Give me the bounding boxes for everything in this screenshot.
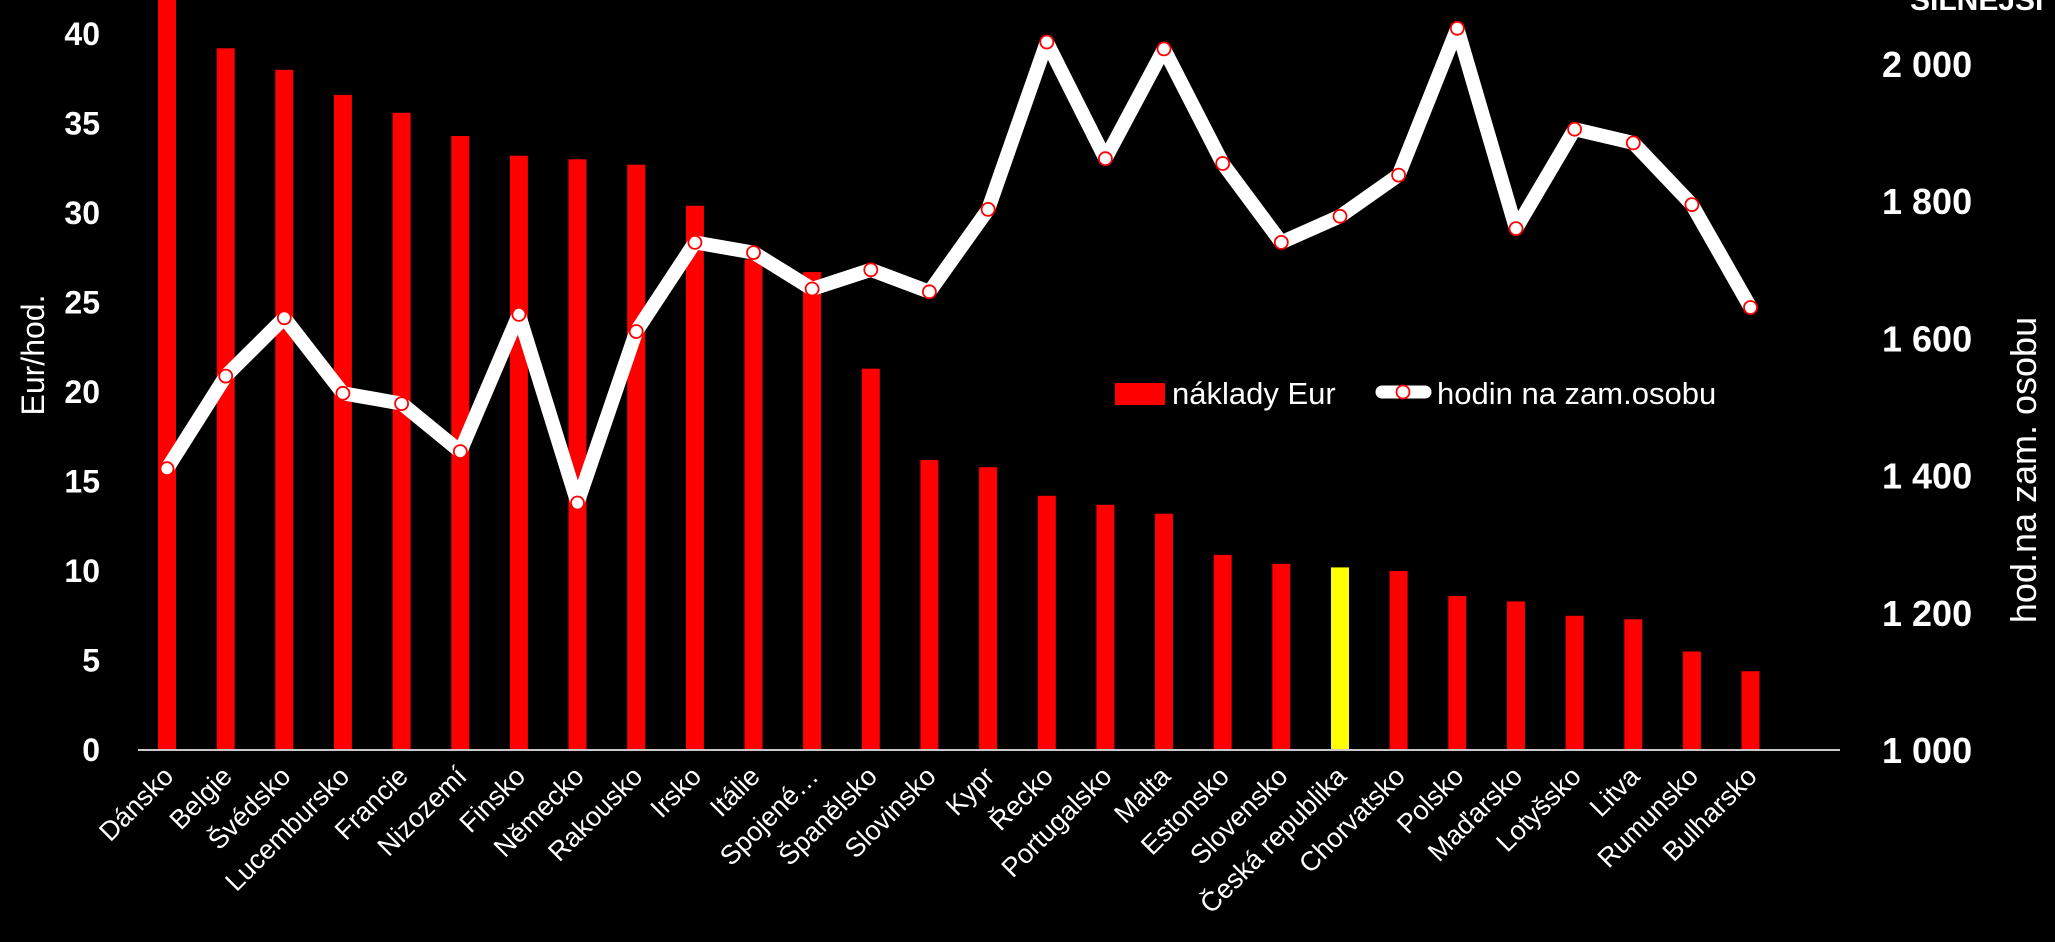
line-point-8: [570, 495, 585, 511]
line-point-18: [1156, 41, 1172, 57]
line-series: [159, 20, 1758, 511]
bar-12: [803, 272, 822, 750]
line-point-21: [1332, 208, 1348, 224]
right-tick-label: 1 800: [1882, 181, 1972, 222]
legend-bar-swatch: [1115, 383, 1165, 405]
line-point-2: [218, 368, 234, 384]
line-point-5: [394, 396, 410, 412]
right-tick-label: 1 000: [1882, 730, 1972, 771]
line-point-11: [746, 245, 761, 261]
line-point-15: [980, 201, 996, 217]
bar-9: [627, 164, 646, 750]
left-tick-label: 5: [82, 643, 100, 679]
bar-11: [744, 259, 763, 750]
line-point-27: [1684, 197, 1700, 213]
bar-15: [979, 467, 998, 750]
line-point-19: [1215, 156, 1231, 171]
bar-8: [568, 159, 587, 751]
bar-series: [158, 0, 1760, 751]
category-labels: DánskoBelgieŠvédskoLucemburskoFrancieNiz…: [93, 760, 1762, 920]
bar-14: [920, 460, 939, 750]
bar-2: [216, 48, 235, 751]
bar-24: [1507, 601, 1525, 750]
line-point-1: [159, 461, 175, 477]
bar-23: [1448, 596, 1467, 750]
line-point-26: [1625, 135, 1641, 151]
legend-line-marker: [1395, 384, 1411, 400]
left-tick-label: 40: [64, 16, 100, 52]
bar-21: [1331, 567, 1349, 750]
left-tick-label: 35: [64, 106, 100, 142]
legend-bar-label: náklady Eur: [1172, 376, 1336, 411]
right-tick-label: 1 200: [1882, 593, 1972, 634]
legend: náklady Eur hodin na zam.osobu: [1115, 376, 1716, 411]
right-tick-label: 1 400: [1882, 456, 1972, 497]
bar-1: [158, 0, 176, 750]
line-point-10: [687, 234, 703, 250]
bar-22: [1389, 571, 1408, 750]
category-label: Irsko: [645, 761, 708, 824]
line-point-22: [1391, 167, 1406, 183]
bar-5: [392, 112, 411, 751]
right-tick-label: 2 000: [1882, 44, 1972, 85]
left-tick-label: 0: [82, 732, 100, 768]
right-tick-label: 1 600: [1882, 318, 1972, 359]
legend-line-label: hodin na zam.osobu: [1437, 376, 1716, 411]
line-point-17: [1098, 151, 1113, 167]
line-point-4: [335, 385, 351, 401]
line-point-12: [804, 281, 820, 297]
series-line: [160, 21, 1758, 510]
bar-27: [1682, 651, 1701, 750]
line-point-16: [1039, 34, 1055, 50]
line-point-6: [452, 444, 468, 460]
bar-26: [1624, 619, 1643, 750]
bar-10: [685, 205, 704, 751]
line-point-24: [1508, 221, 1524, 237]
right-axis-ticks: 1 000 1 200 1 400 1 600 1 800 2 000: [1882, 44, 1972, 771]
bar-25: [1565, 615, 1584, 751]
bar-18: [1155, 513, 1173, 750]
line-point-23: [1449, 20, 1465, 36]
bar-19: [1213, 554, 1232, 750]
left-tick-label: 25: [64, 285, 100, 321]
bar-16: [1037, 495, 1056, 750]
line-point-28: [1743, 300, 1758, 315]
line-point-14: [922, 284, 937, 300]
right-axis-title: hod.na zam. osobu: [2003, 317, 2044, 623]
corner-text: SILNĚJŠÍ: [1910, 0, 2044, 17]
line-point-3: [276, 310, 292, 326]
bar-13: [861, 368, 880, 750]
line-point-7: [511, 306, 527, 322]
left-tick-label: 10: [64, 553, 100, 589]
left-tick-label: 15: [64, 464, 100, 500]
left-axis-title: Eur/hod.: [15, 295, 51, 416]
bar-3: [275, 69, 294, 751]
left-tick-label: 20: [64, 374, 100, 410]
left-axis-ticks: 0 5 10 15 20 25 30 35 40: [64, 16, 100, 768]
line-point-25: [1567, 121, 1582, 137]
line-point-9: [628, 324, 644, 339]
bar-4: [333, 94, 352, 750]
bar-17: [1096, 504, 1115, 750]
bar-28: [1741, 671, 1760, 750]
left-tick-label: 30: [64, 195, 100, 231]
bar-7: [509, 155, 528, 750]
line-point-20: [1273, 234, 1289, 250]
bar-20: [1272, 563, 1291, 750]
line-point-13: [863, 262, 879, 278]
category-label: Dánsko: [93, 761, 179, 847]
